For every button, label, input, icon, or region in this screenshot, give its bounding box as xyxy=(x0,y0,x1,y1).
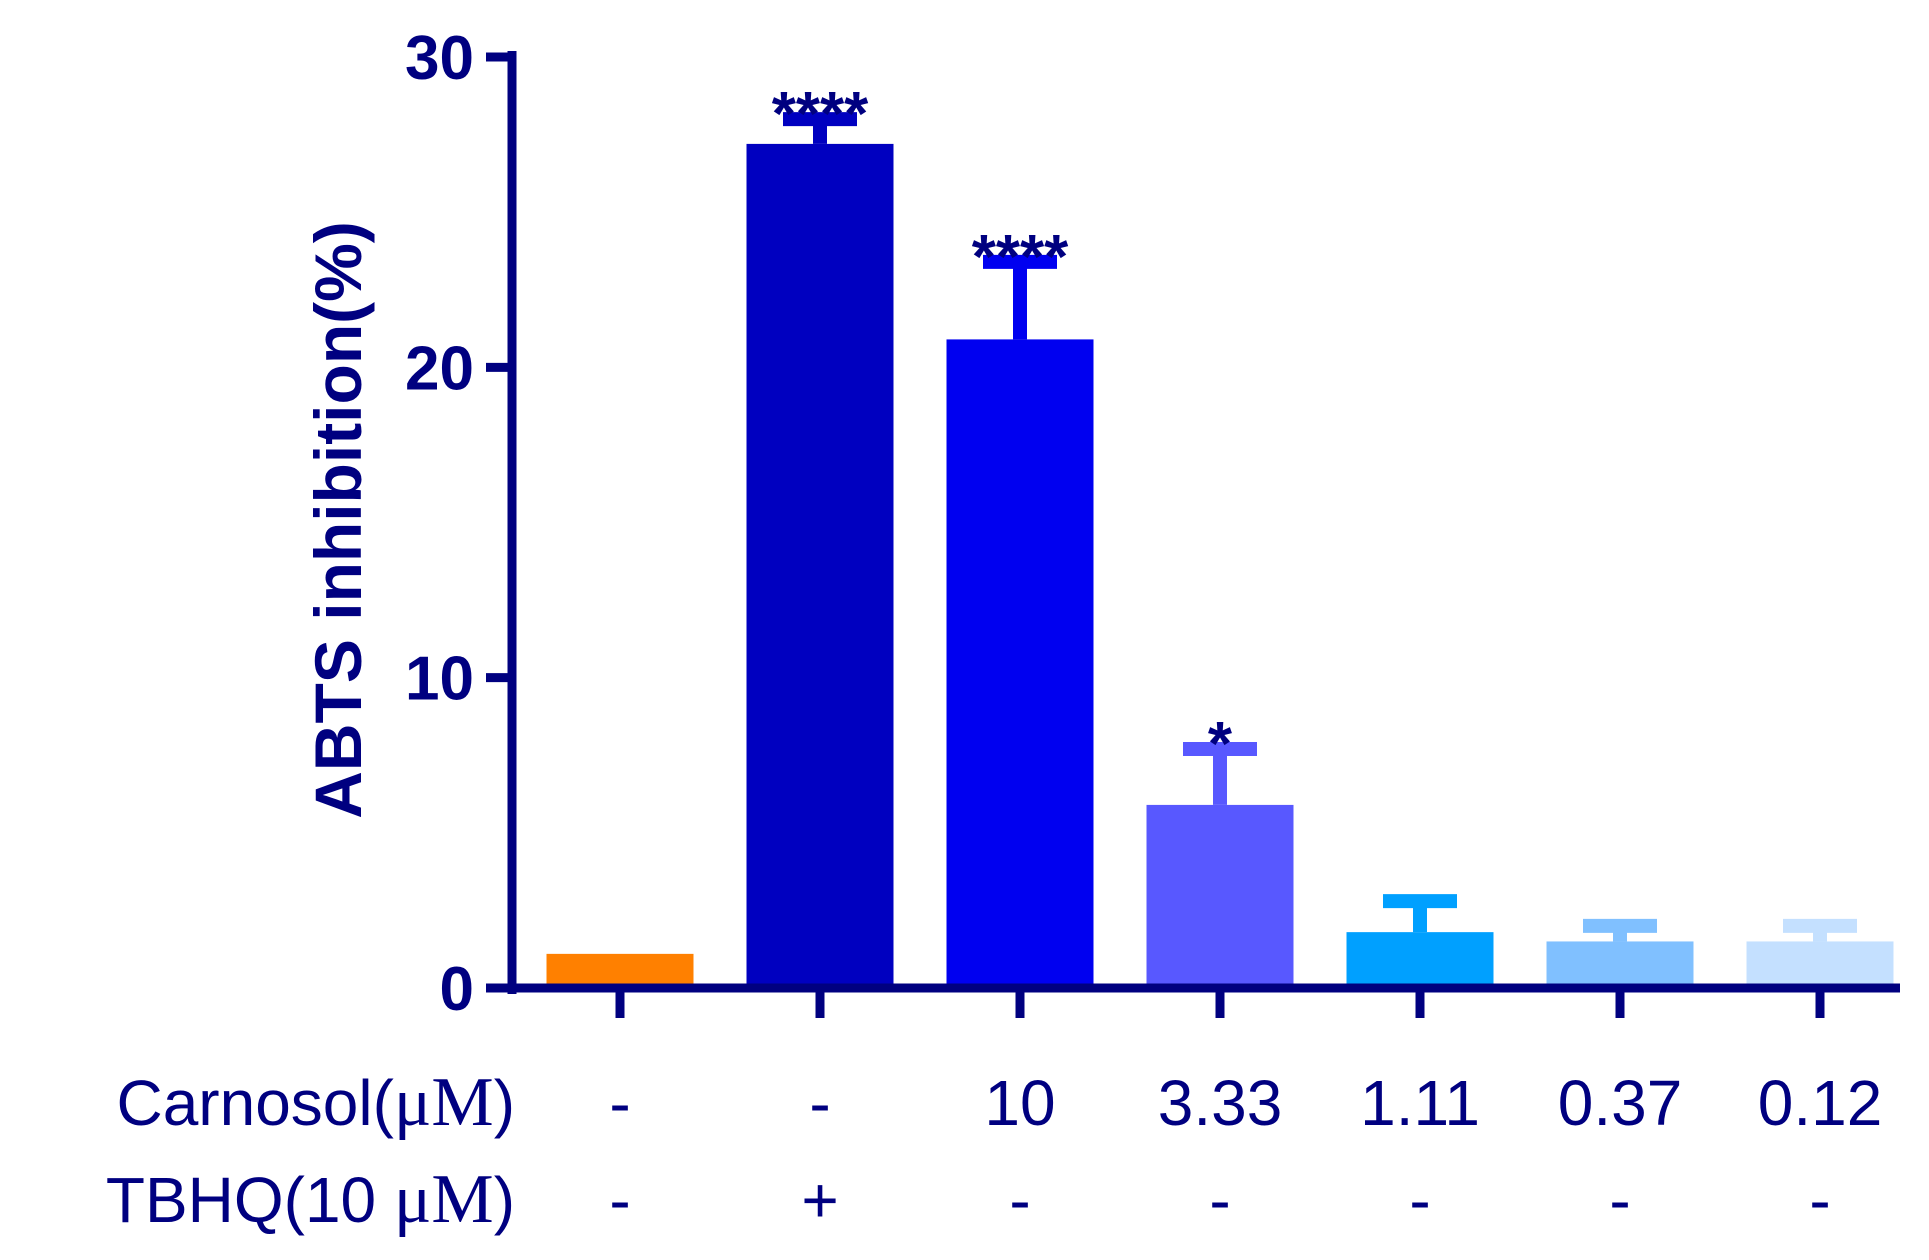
y-tick-label: 10 xyxy=(405,645,474,714)
y-axis-label: ABTS inhibition(%) xyxy=(301,221,375,819)
y-tick-label: 20 xyxy=(405,334,474,403)
row-label: Carnosol(μM) xyxy=(116,1064,515,1141)
significance-label: **** xyxy=(772,80,869,149)
y-tick-label: 30 xyxy=(405,24,474,93)
row-cell: - xyxy=(1209,1164,1230,1236)
row-cell: 0.12 xyxy=(1758,1067,1883,1139)
row-cell: - xyxy=(609,1067,630,1139)
y-tick-label: 0 xyxy=(440,955,474,1024)
bar-3.33 xyxy=(1146,804,1294,988)
bar-10 xyxy=(946,339,1094,988)
row-cell: - xyxy=(609,1164,630,1236)
row-cell: + xyxy=(801,1164,838,1236)
row-cell: 1.11 xyxy=(1360,1067,1480,1139)
bar-Control xyxy=(546,953,694,988)
bar-1.11 xyxy=(1346,932,1494,988)
significance-label: * xyxy=(1208,710,1233,779)
row-cell: - xyxy=(1809,1164,1830,1236)
bar-0.12 xyxy=(1746,941,1894,988)
bar-TBHQ xyxy=(746,143,894,989)
row-cell: - xyxy=(1609,1164,1630,1236)
error-bars-layer xyxy=(783,112,1857,942)
row-cell: 3.33 xyxy=(1158,1067,1283,1139)
row-cell: 0.37 xyxy=(1558,1067,1683,1139)
bar-0.37 xyxy=(1546,941,1694,988)
condition-table: Carnosol(μM) - - 10 3.33 1.11 0.37 0.12 TBHQ(10 … xyxy=(106,1064,1882,1238)
row-cell: - xyxy=(809,1067,830,1139)
row-cell: - xyxy=(1009,1164,1030,1236)
row-cell: - xyxy=(1409,1164,1430,1236)
row-label: TBHQ(10 μM) xyxy=(106,1161,515,1238)
bars-layer xyxy=(546,143,1894,989)
row-cell: 10 xyxy=(984,1067,1055,1139)
axes-layer xyxy=(486,51,1900,1018)
significance-label: **** xyxy=(972,223,1069,292)
